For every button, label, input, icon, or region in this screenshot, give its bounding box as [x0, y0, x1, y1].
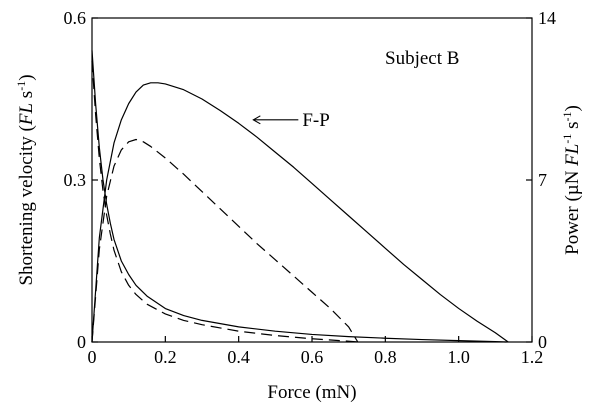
left-y-tick-label: 0.6	[64, 8, 87, 28]
subject-annotation: Subject B	[385, 48, 459, 69]
left-y-title-part-4: -1	[14, 81, 28, 91]
right-y-title-part-2: FL	[562, 144, 583, 167]
right-y-tick-label: 0	[538, 332, 547, 352]
x-tick-label: 0	[88, 347, 97, 367]
right-y-title-part-1: Power (µN	[562, 166, 583, 255]
curve-labels-layer: F-PF-V	[252, 110, 330, 131]
right-y-title-part-3: -1	[560, 134, 574, 144]
right-y-title-part-5: -1	[560, 111, 574, 121]
left-y-axis-ticks: 0 0.3 0.6	[64, 8, 98, 352]
left-y-tick-label: 0	[77, 332, 86, 352]
series-line-fv-solid	[91, 50, 507, 343]
series-layer	[91, 50, 509, 343]
x-tick-label: 0.2	[154, 347, 177, 367]
x-axis-title: Force (mN)	[267, 382, 356, 403]
curve-label-f-p: F-P	[302, 110, 329, 131]
series-line-fp-solid	[91, 82, 509, 343]
left-y-title-part-1: Shortening velocity (	[16, 125, 37, 285]
left-y-axis-title: Shortening velocity (FL s-1)	[14, 74, 37, 285]
right-y-title-part-4: s	[562, 121, 583, 133]
right-y-title-part-6: )	[562, 105, 583, 111]
curve-label-arrow-head	[252, 115, 261, 125]
right-y-axis-title: Power (µN FL-1 s-1)	[560, 105, 583, 255]
x-tick-label: 1.2	[521, 347, 544, 367]
left-y-title-part-5: )	[16, 74, 37, 80]
left-y-tick-label: 0.3	[64, 170, 87, 190]
right-y-axis-ticks: 0 7 14	[526, 8, 556, 352]
x-axis-ticks: 0 0.2 0.4 0.6 0.8 1.0 1.2	[88, 336, 544, 367]
x-tick-label: 1.0	[447, 347, 470, 367]
right-y-tick-label: 7	[538, 170, 547, 190]
series-line-fv-dashed	[91, 61, 360, 343]
series-line-fp-dashed	[91, 138, 359, 343]
left-y-title-part-3: s	[16, 91, 37, 103]
plot-frame	[91, 17, 533, 343]
x-tick-label: 0.8	[374, 347, 397, 367]
x-tick-label: 0.4	[227, 347, 250, 367]
x-tick-label: 0.6	[301, 347, 324, 367]
right-y-tick-label: 14	[538, 8, 556, 28]
left-y-title-part-2: FL	[16, 103, 37, 126]
